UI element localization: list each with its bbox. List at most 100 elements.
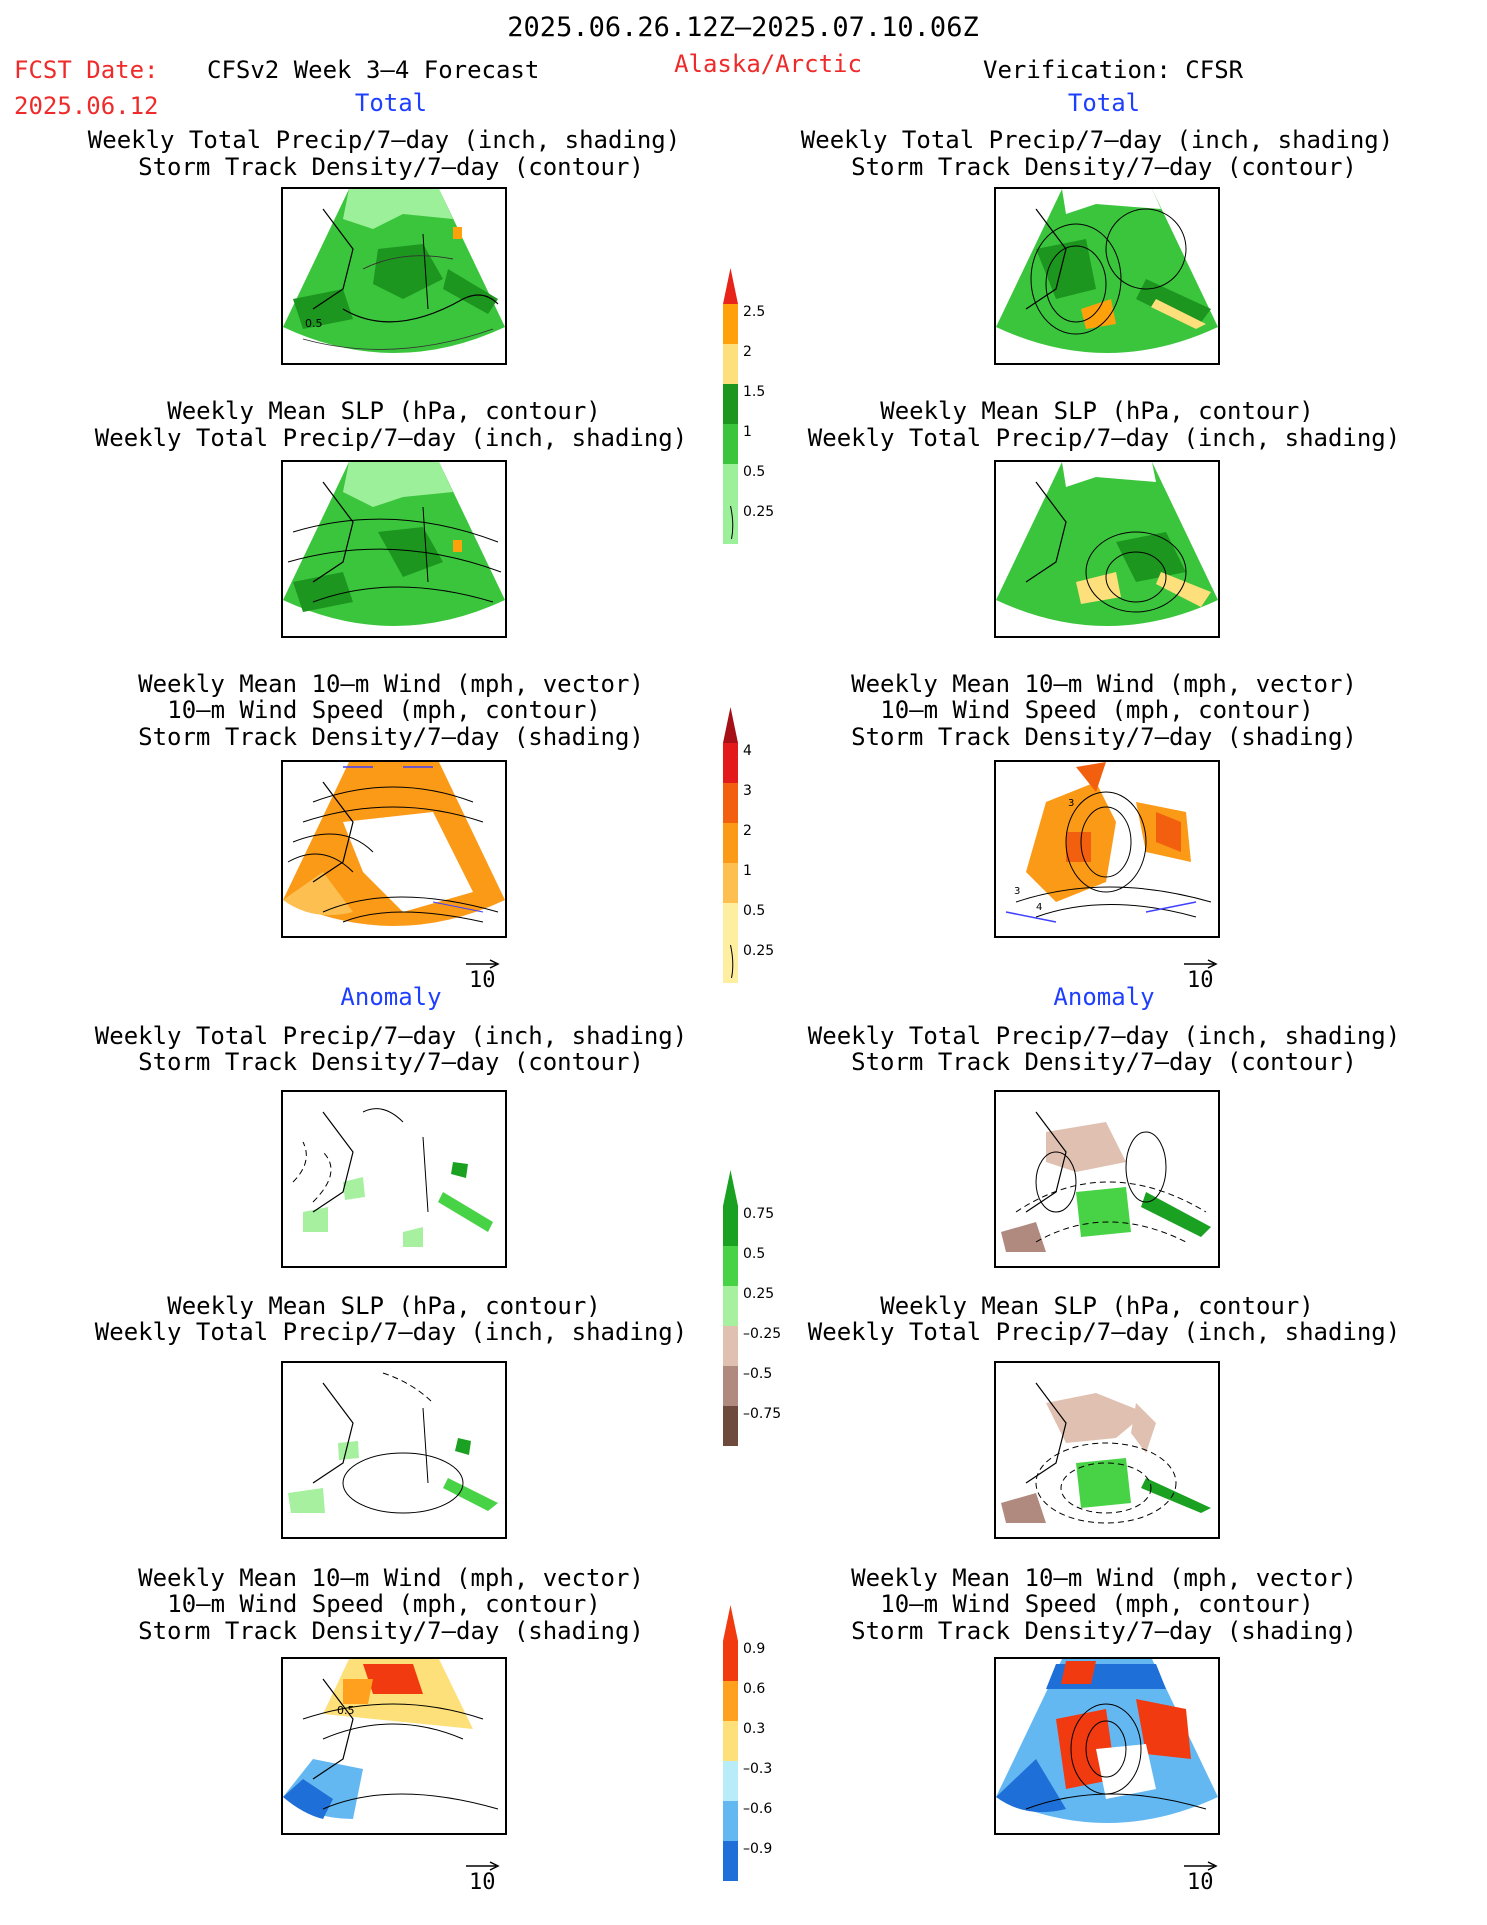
colorbar-top-arrow	[723, 1605, 738, 1641]
title-l4-a: Weekly Total Precip/7–day (inch, shading…	[94, 1022, 688, 1050]
title-r2-b: Weekly Total Precip/7–day (inch, shading…	[807, 424, 1401, 452]
section-total-right: Total	[1067, 89, 1141, 117]
colorbar-tick-label: 4	[743, 743, 752, 759]
title-l6-b: 10–m Wind Speed (mph, contour)	[167, 1590, 601, 1618]
vector-ref-arrow-icon	[1184, 1856, 1218, 1875]
section-anomaly-right: Anomaly	[1053, 983, 1155, 1011]
panel-label-observed-wind-a: 3	[1068, 798, 1074, 809]
map-forecast-total-precip: 0.5	[281, 187, 507, 365]
colorbar-precip-total: 2.5 2 1.5 1 0.5 0.25	[715, 268, 805, 558]
colorbar-top-arrow	[723, 1170, 738, 1206]
colorbar-swatch	[723, 424, 738, 464]
title-r6-b: 10–m Wind Speed (mph, contour)	[880, 1590, 1314, 1618]
colorbar-top-arrow	[723, 707, 738, 743]
map-observed-slp-precip	[994, 460, 1220, 638]
title-r2-a: Weekly Mean SLP (hPa, contour)	[880, 397, 1314, 425]
title-r4-a: Weekly Total Precip/7–day (inch, shading…	[807, 1022, 1401, 1050]
map-observed-anomaly-slp	[994, 1361, 1220, 1539]
colorbar-tick-label: –0.75	[743, 1406, 782, 1422]
colorbar-swatch	[723, 304, 738, 344]
title-r6-a: Weekly Mean 10–m Wind (mph, vector)	[851, 1564, 1357, 1592]
map-observed-anomaly-wind	[994, 1657, 1220, 1835]
region-title: Alaska/Arctic	[674, 50, 862, 78]
map-forecast-anomaly-precip	[281, 1090, 507, 1268]
colorbar-tail	[723, 1841, 738, 1877]
vector-ref-arrow-icon	[1184, 954, 1218, 973]
verification-title: Verification: CFSR	[983, 56, 1244, 84]
title-l6-c: Storm Track Density/7–day (shading)	[138, 1617, 644, 1645]
colorbar-tick-label: 0.5	[743, 903, 766, 919]
colorbar-tick-label: –0.5	[743, 1366, 773, 1382]
colorbar-tail	[723, 1406, 738, 1442]
colorbar-swatch	[723, 1206, 738, 1246]
colorbar-tick-label: 0.6	[743, 1681, 766, 1697]
map-observed-total-precip	[994, 187, 1220, 365]
title-l5-b: Weekly Total Precip/7–day (inch, shading…	[94, 1318, 688, 1346]
panel-label-observed-wind-b: 3	[1014, 886, 1020, 897]
vector-ref-label: 10	[469, 968, 496, 993]
title-l3-a: Weekly Mean 10–m Wind (mph, vector)	[138, 670, 644, 698]
colorbar-tick-label: –0.6	[743, 1801, 773, 1817]
title-l4-b: Storm Track Density/7–day (contour)	[138, 1048, 644, 1076]
colorbar-swatch	[723, 344, 738, 384]
colorbar-swatch	[723, 943, 738, 983]
colorbar-tick-label: 0.5	[743, 1246, 766, 1262]
colorbar-swatch	[723, 1641, 738, 1681]
title-r4-b: Storm Track Density/7–day (contour)	[851, 1048, 1357, 1076]
panel-label-observed-wind-c: 4	[1036, 902, 1042, 913]
colorbar-swatch	[723, 783, 738, 823]
colorbar-tick-label: 2.5	[743, 304, 766, 320]
colorbar-track-total: 4 3 2 1 0.5 0.25	[715, 707, 805, 997]
colorbar-track-anomaly: 0.9 0.6 0.3 –0.3 –0.6 –0.9	[715, 1605, 805, 1895]
colorbar-tick-label: –0.9	[743, 1841, 773, 1857]
title-l1-a: Weekly Total Precip/7–day (inch, shading…	[87, 126, 681, 154]
colorbar-swatch	[723, 903, 738, 943]
map-forecast-slp-precip	[281, 460, 507, 638]
vector-ref-arrow-icon	[466, 1856, 500, 1875]
colorbar-swatch	[723, 1801, 738, 1841]
date-range-title: 2025.06.26.12Z–2025.07.10.06Z	[507, 12, 979, 43]
colorbar-swatch	[723, 1366, 738, 1406]
vector-ref-label: 10	[1187, 1870, 1214, 1895]
title-l2-b: Weekly Total Precip/7–day (inch, shading…	[94, 424, 688, 452]
title-r3-c: Storm Track Density/7–day (shading)	[851, 723, 1357, 751]
title-r1-b: Storm Track Density/7–day (contour)	[851, 153, 1357, 181]
title-r6-c: Storm Track Density/7–day (shading)	[851, 1617, 1357, 1645]
map-forecast-anomaly-wind: 0.5	[281, 1657, 507, 1835]
colorbar-tick-label: 0.3	[743, 1721, 766, 1737]
map-forecast-wind-track	[281, 760, 507, 938]
colorbar-tick-label: 3	[743, 783, 752, 799]
colorbar-tail	[730, 505, 734, 540]
colorbar-swatch	[723, 464, 738, 504]
colorbar-top-arrow	[723, 268, 738, 304]
colorbar-tick-label: 1	[743, 424, 752, 440]
colorbar-tick-label: –0.25	[743, 1326, 782, 1342]
colorbar-tick-label: 1.5	[743, 384, 766, 400]
title-r5-a: Weekly Mean SLP (hPa, contour)	[880, 1292, 1314, 1320]
colorbar-tick-label: 0.9	[743, 1641, 766, 1657]
colorbar-tick-label: 2	[743, 344, 752, 360]
colorbar-tick-label: 2	[743, 823, 752, 839]
title-l3-b: 10–m Wind Speed (mph, contour)	[167, 696, 601, 724]
panel-label-forecast-precip: 0.5	[305, 317, 323, 330]
colorbar-tick-label: 1	[743, 863, 752, 879]
colorbar-swatch	[723, 743, 738, 783]
fcst-date-label: FCST Date:	[14, 56, 159, 84]
title-l5-a: Weekly Mean SLP (hPa, contour)	[167, 1292, 601, 1320]
title-r1-a: Weekly Total Precip/7–day (inch, shading…	[800, 126, 1394, 154]
vector-ref-arrow-icon	[466, 954, 500, 973]
panel-label-forecast-anom-wind: 0.5	[337, 1704, 355, 1717]
colorbar-swatch	[723, 1721, 738, 1761]
vector-ref-label: 10	[469, 1870, 496, 1895]
vector-ref-label: 10	[1187, 968, 1214, 993]
fcst-date-value: 2025.06.12	[14, 92, 159, 120]
colorbar-precip-anomaly: 0.75 0.5 0.25 –0.25 –0.5 –0.75	[715, 1170, 805, 1460]
title-r3-b: 10–m Wind Speed (mph, contour)	[880, 696, 1314, 724]
colorbar-tail	[730, 944, 734, 979]
colorbar-swatch	[723, 863, 738, 903]
map-forecast-anomaly-slp	[281, 1361, 507, 1539]
colorbar-swatch	[723, 1761, 738, 1801]
map-observed-anomaly-precip	[994, 1090, 1220, 1268]
colorbar-swatch	[723, 1286, 738, 1326]
title-l2-a: Weekly Mean SLP (hPa, contour)	[167, 397, 601, 425]
